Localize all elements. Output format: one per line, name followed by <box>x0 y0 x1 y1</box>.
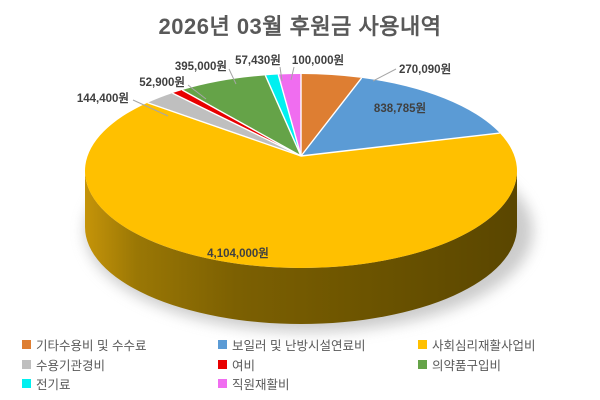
legend-label: 의약품구입비 <box>432 358 502 373</box>
label-leader-line <box>290 66 295 81</box>
pie-slice-1 <box>301 77 500 156</box>
value-label-1: 838,785원 <box>374 101 426 115</box>
value-label-6: 57,430원 <box>235 53 281 67</box>
value-label-2: 4,104,000원 <box>207 246 269 260</box>
legend-label: 전기료 <box>36 378 71 393</box>
value-label-3: 144,400원 <box>77 91 129 105</box>
value-label-5: 395,000원 <box>175 59 227 73</box>
slice-separator <box>277 74 302 157</box>
pie-slice-5 <box>182 75 301 156</box>
legend: 기타수용비 및 수수료 보일러 및 난방시설연료비 사회심리재활사업비 수용기관… <box>22 335 588 394</box>
legend-item-1: 보일러 및 난방시설연료비 <box>218 335 418 354</box>
legend-item-6: 전기료 <box>22 374 218 393</box>
legend-swatch-icon <box>22 340 31 350</box>
label-leader-line <box>187 84 207 100</box>
label-leader-line <box>372 68 397 82</box>
slice-separator <box>147 102 302 157</box>
legend-item-3: 수용기관경비 <box>22 355 218 374</box>
legend-swatch-icon <box>218 359 227 369</box>
pie-side-rim <box>85 171 517 324</box>
label-leader-line <box>279 66 283 82</box>
value-label-4: 52,900원 <box>139 75 185 89</box>
legend-label: 기타수용비 및 수수료 <box>36 339 147 354</box>
legend-swatch-icon <box>22 379 31 389</box>
chart-title: 2026년 03월 후원금 사용내역 <box>158 14 442 39</box>
legend-label: 직원재활비 <box>232 378 290 393</box>
slice-separator <box>181 89 302 157</box>
value-label-7: 100,000원 <box>292 53 344 67</box>
legend-item-7: 직원재활비 <box>218 374 418 393</box>
pie-slice-3 <box>147 93 301 156</box>
legend-label: 수용기관경비 <box>36 358 106 373</box>
slice-separator <box>300 132 500 157</box>
slice-separator <box>172 92 302 157</box>
legend-item-5: 의약품구입비 <box>418 355 582 374</box>
legend-item-2: 사회심리재활사업비 <box>418 335 582 354</box>
value-label-0: 270,090원 <box>399 62 451 76</box>
legend-item-0: 기타수용비 및 수수료 <box>22 335 218 354</box>
legend-label: 여비 <box>232 358 256 373</box>
label-leader-line <box>228 68 237 85</box>
legend-swatch-icon <box>218 340 227 350</box>
legend-swatch-icon <box>22 359 31 369</box>
legend-label: 사회심리재활사업비 <box>432 339 536 354</box>
legend-swatch-icon <box>418 340 427 350</box>
slice-separator <box>300 77 363 157</box>
legend-swatch-icon <box>418 359 427 369</box>
slice-separator <box>264 75 302 157</box>
legend-label: 보일러 및 난방시설연료비 <box>232 339 366 354</box>
label-leader-line <box>132 99 169 117</box>
legend-item-4: 여비 <box>218 355 418 374</box>
legend-swatch-icon <box>218 379 227 389</box>
